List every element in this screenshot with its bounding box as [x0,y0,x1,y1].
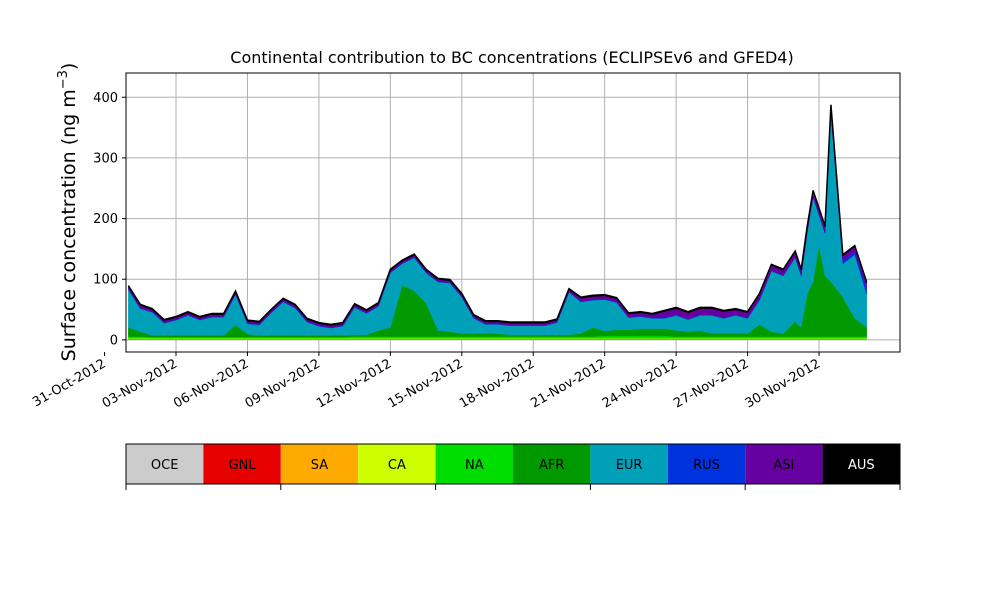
legend-label-gnl: GNL [229,458,257,473]
x-tick-label: 21-Nov-2012 [528,356,608,411]
y-tick-label: 400 [93,91,118,106]
x-tick-label: 12-Nov-2012 [314,356,394,411]
x-tick-label: 27-Nov-2012 [671,356,751,411]
area-series-rus [128,110,867,329]
x-tick-label: 24-Nov-2012 [600,356,680,411]
legend-label-ca: CA [388,458,406,473]
x-tick-label: 18-Nov-2012 [457,356,537,411]
y-axis-label-sup: −3 [56,70,71,89]
legend-label-aus: AUS [848,458,875,473]
area-series-asi [128,106,867,328]
x-tick-label: 09-Nov-2012 [243,356,323,411]
legend-label-na: NA [465,458,484,473]
x-tick-label: 15-Nov-2012 [386,356,466,411]
legend-label-rus: RUS [693,458,720,473]
y-tick-label: 200 [93,212,118,227]
legend-label-sa: SA [311,458,328,473]
area-series-aus [128,104,867,326]
y-tick-label: 100 [93,273,118,288]
legend-swatch-aus [822,444,900,484]
y-axis-label-main: Surface concentration (ng m [58,89,80,361]
legend-frame [125,443,901,485]
plot-frame [125,72,901,353]
legend-label-oce: OCE [151,458,179,473]
legend-swatch-sa [280,444,359,484]
y-axis-label: Surface concentration (ng m−3) [56,63,80,362]
x-tick-label: 06-Nov-2012 [171,356,251,411]
legend-label-eur: EUR [616,458,643,473]
y-tick-label: 300 [93,151,118,166]
legend-swatch-eur [590,444,668,484]
legend-swatch-gnl [203,444,281,484]
legend-swatch-oce [126,444,204,484]
stacked-areas [127,104,868,341]
legend: OCE GNL SA CA NA AFR EUR RUS ASI AUS [125,443,901,490]
legend-swatch-na [435,444,513,484]
legend-label-afr: AFR [539,458,564,473]
x-tick-label: 31-Oct-2012 [30,356,108,410]
legend-swatch-asi [745,444,823,484]
legend-swatch-afr [513,444,591,484]
axes: 0 100 200 300 400 31-Oct-201203-Nov-201206-No… [30,72,901,411]
legend-swatch-rus [667,444,746,484]
chart-title: Continental contribution to BC concentra… [230,48,793,67]
y-axis-label-close: ) [58,63,80,70]
legend-label-asi: ASI [773,458,794,473]
x-tick-label: 03-Nov-2012 [100,356,180,411]
x-tick-label: 30-Nov-2012 [743,356,823,411]
legend-swatch-ca [358,444,436,484]
y-tick-label: 0 [110,333,118,348]
total-outline [127,104,868,326]
